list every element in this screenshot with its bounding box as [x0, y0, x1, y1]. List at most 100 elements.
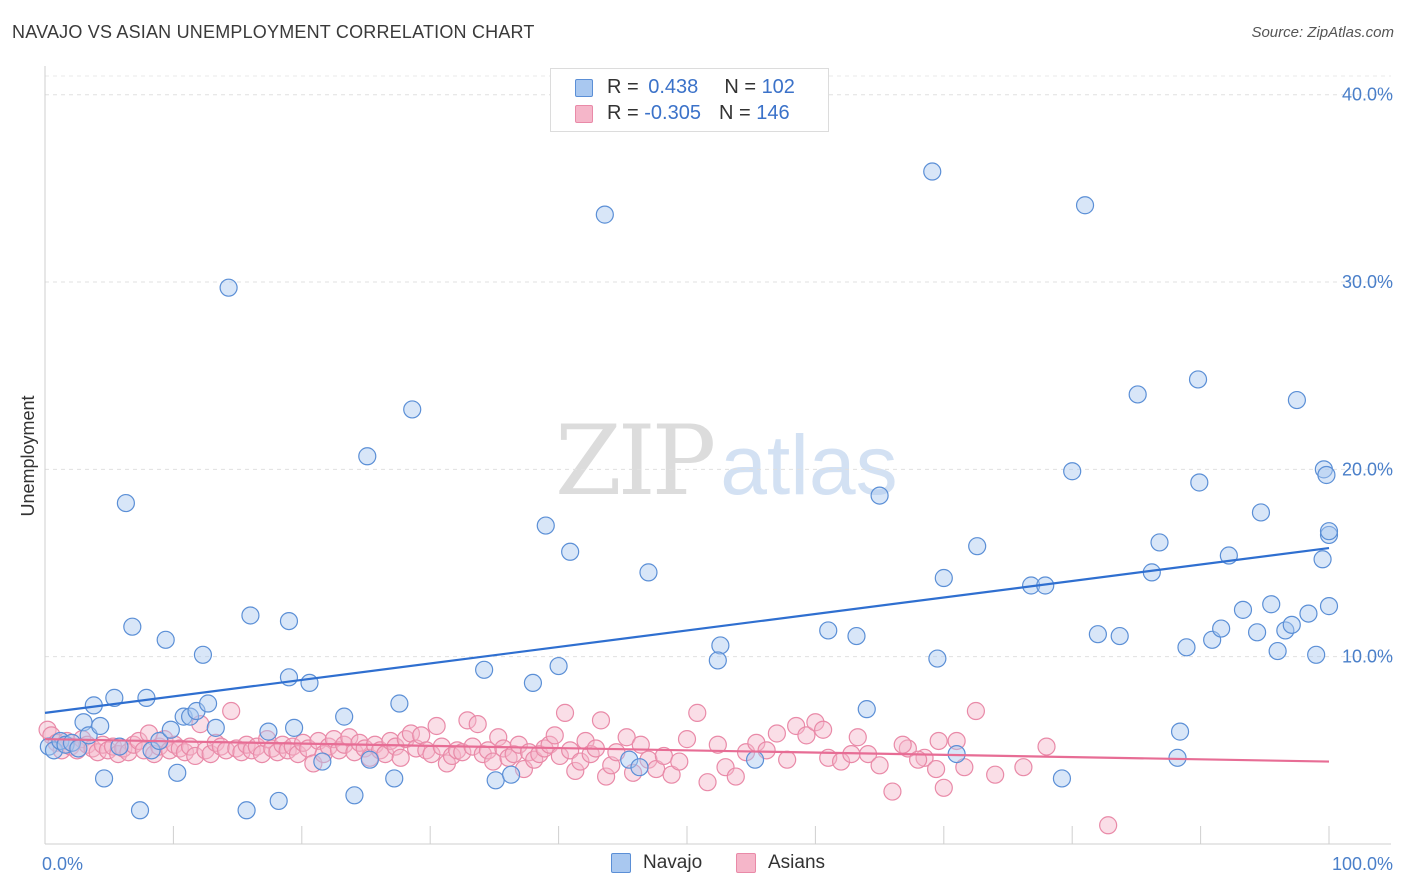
data-point-navajo: [847, 626, 866, 646]
data-point-navajo: [1247, 623, 1267, 642]
data-point-navajo: [1262, 595, 1281, 614]
legend-swatch-navajo: [575, 79, 593, 97]
data-point-asians: [391, 748, 410, 767]
data-point-asians: [716, 758, 735, 777]
data-point-navajo: [549, 656, 568, 676]
data-point-asians: [688, 703, 707, 722]
data-point-navajo: [130, 801, 150, 820]
data-point-navajo: [358, 447, 377, 466]
n-value-navajo: 102: [761, 76, 795, 98]
data-point-asians: [489, 728, 508, 747]
data-point-navajo: [403, 400, 422, 419]
bottom-legend-swatch-navajo: [611, 853, 631, 873]
data-point-asians: [571, 752, 590, 771]
data-point-navajo: [857, 700, 876, 719]
data-point-asians: [947, 731, 966, 751]
data-point-asians: [396, 730, 415, 749]
correlation-legend: R = 0.438 N = 102 R = -0.305 N = 146: [550, 68, 829, 132]
data-point-navajo: [168, 763, 187, 782]
data-point-asians: [677, 730, 697, 749]
data-point-navajo: [1128, 385, 1147, 404]
data-point-navajo: [1190, 473, 1209, 492]
data-point-navajo: [934, 568, 953, 588]
data-point-asians: [848, 728, 867, 747]
data-point-navajo: [345, 786, 364, 805]
data-point-asians: [814, 720, 833, 739]
data-point-asians: [288, 744, 308, 764]
data-point-navajo: [1075, 196, 1095, 215]
data-point-navajo: [91, 716, 110, 736]
data-point-navajo: [1317, 465, 1336, 485]
data-point-navajo: [819, 621, 838, 640]
data-point-navajo: [1307, 645, 1326, 664]
data-point-asians: [304, 754, 323, 773]
r-label: R =: [607, 76, 645, 98]
data-point-navajo: [630, 758, 649, 777]
data-point-asians: [787, 716, 806, 736]
data-point-asians: [870, 756, 889, 775]
bottom-legend-label-navajo: Navajo: [643, 852, 703, 873]
data-point-asians: [726, 767, 745, 786]
data-point-navajo: [193, 645, 213, 664]
data-point-navajo: [1299, 604, 1318, 623]
data-point-navajo: [123, 617, 142, 636]
data-point-navajo: [968, 537, 987, 556]
data-point-asians: [561, 741, 580, 760]
data-point-asians: [883, 782, 902, 801]
data-point-navajo: [206, 718, 225, 737]
n-label: N =: [718, 102, 757, 124]
legend-text-navajo: R = 0.438 N = 102: [607, 76, 795, 99]
data-point-navajo: [486, 771, 505, 790]
data-point-navajo: [105, 688, 124, 707]
data-point-asians: [966, 701, 986, 721]
y-tick-label: 10.0%: [1342, 647, 1393, 667]
data-point-navajo: [1268, 641, 1287, 661]
data-point-navajo: [116, 493, 135, 513]
data-point-asians: [670, 752, 689, 771]
data-point-navajo: [1063, 462, 1082, 481]
data-point-navajo: [137, 688, 156, 707]
data-point-asians: [778, 750, 797, 769]
data-point-asians: [453, 743, 472, 762]
data-point-asians: [545, 726, 564, 745]
data-point-navajo: [1150, 533, 1169, 552]
data-point-navajo: [335, 707, 354, 726]
data-point-asians: [1099, 816, 1118, 835]
data-point-navajo: [711, 636, 730, 655]
data-point-navajo: [156, 630, 175, 649]
data-point-navajo: [385, 769, 404, 788]
data-point-navajo: [870, 486, 889, 505]
data-point-navajo: [1110, 626, 1129, 646]
data-point-navajo: [161, 720, 180, 739]
bottom-legend-swatch-asians: [736, 853, 756, 873]
data-point-asians: [504, 744, 523, 764]
x-tick-label: 100.0%: [1332, 854, 1393, 874]
data-point-asians: [893, 735, 912, 754]
data-point-asians: [175, 743, 195, 762]
data-point-navajo: [1319, 522, 1339, 541]
data-point-navajo: [284, 718, 304, 737]
data-point-asians: [1014, 758, 1033, 777]
data-point-asians: [926, 759, 946, 779]
x-tick-label: 0.0%: [42, 854, 83, 874]
data-point-asians: [797, 726, 816, 745]
data-point-navajo: [269, 791, 288, 811]
data-point-asians: [509, 735, 528, 754]
data-point-navajo: [475, 660, 494, 679]
data-point-asians: [525, 750, 544, 769]
n-label: N =: [724, 76, 762, 98]
data-point-navajo: [110, 737, 129, 756]
data-point-navajo: [360, 750, 379, 769]
r-value-navajo: 0.438: [648, 76, 699, 98]
data-point-asians: [494, 739, 513, 758]
data-point-asians: [530, 744, 549, 764]
r-value-asians: -0.305: [644, 102, 701, 124]
data-point-navajo: [94, 769, 114, 788]
trend-line-asians: [44, 738, 1330, 763]
data-point-asians: [350, 733, 369, 752]
watermark-logo: ZIPatlas: [555, 405, 898, 517]
bottom-legend-label-asians: Asians: [768, 852, 826, 873]
data-point-asians: [427, 716, 446, 736]
data-point-navajo: [1170, 722, 1190, 741]
